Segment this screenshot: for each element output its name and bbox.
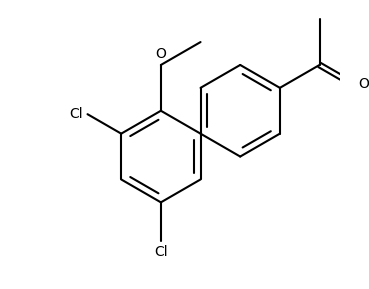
- Text: Cl: Cl: [69, 107, 83, 121]
- Text: O: O: [358, 77, 369, 91]
- Text: O: O: [155, 47, 166, 61]
- Text: Cl: Cl: [154, 245, 168, 259]
